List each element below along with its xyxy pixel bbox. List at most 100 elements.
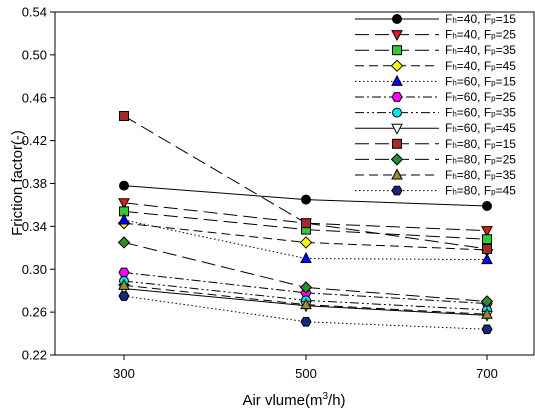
series-line-segment [305, 305, 488, 316]
data-point [301, 218, 311, 229]
series-8 [119, 110, 492, 254]
legend-entry: Fh=60, Fp=35 [355, 106, 516, 120]
series-line-segment [123, 295, 307, 323]
series-line-segment [305, 299, 488, 311]
data-point [480, 295, 494, 308]
series-line-segment [305, 292, 488, 305]
series-line-segment [123, 210, 307, 231]
legend-label: Fh=80, Fp=25 [445, 152, 516, 166]
legend-label: Fh=40, Fp=35 [445, 43, 516, 57]
y-axis-label-text: Friction factor(-) [9, 130, 26, 236]
legend-marker [391, 185, 403, 196]
series-11 [118, 291, 493, 335]
series-line-segment [123, 115, 307, 224]
series-line-segment [305, 222, 488, 250]
legend-marker [391, 123, 403, 135]
series-line-segment [123, 202, 307, 224]
y-axis: 0.22 0.26 0.30 0.34 0.38 0.42 0.46 0.50 0.54 [22, 5, 55, 363]
data-point [300, 251, 312, 264]
legend-entry: Fh=40, Fp=15 [355, 12, 516, 26]
y-tick-label: 0.50 [22, 47, 47, 62]
legend-entry: Fh=40, Fp=25 [355, 28, 516, 42]
data-point [118, 213, 130, 225]
data-point [481, 307, 493, 319]
legend-label: Fh=40, Fp=25 [445, 28, 516, 42]
y-tick-label: 0.26 [22, 305, 47, 320]
data-point [482, 243, 492, 254]
data-point [299, 236, 313, 249]
legend-entry: Fh=40, Fp=35 [355, 43, 516, 57]
x-tick-label: 500 [295, 366, 317, 381]
series-line-segment [123, 284, 307, 306]
data-point [299, 281, 313, 294]
legend-entry: Fh=60, Fp=45 [355, 121, 516, 135]
data-point [300, 316, 312, 327]
data-point [482, 234, 492, 245]
legend-label: Fh=80, Fp=45 [445, 184, 516, 198]
series-line-segment [123, 280, 307, 301]
legend-marker [392, 14, 402, 24]
legend-label: Fh=60, Fp=15 [445, 74, 516, 88]
y-tick-label: 0.42 [22, 133, 47, 148]
data-point [301, 194, 311, 205]
x-axis-label: Air vlume(m3/h) [242, 391, 345, 409]
series-line-segment [123, 185, 307, 201]
legend-label: Fh=80, Fp=35 [445, 168, 516, 182]
series-10 [118, 278, 493, 319]
x-axis-label-sup: 3 [322, 391, 328, 402]
series-line-segment [305, 304, 488, 315]
series-line-segment [123, 222, 307, 243]
series-line-segment [305, 229, 488, 240]
legend-marker [391, 74, 403, 86]
data-point [119, 180, 129, 191]
data-point [118, 198, 130, 210]
legend-label: Fh=60, Fp=35 [445, 106, 516, 120]
series-line-segment [305, 222, 488, 232]
series-0 [119, 180, 492, 212]
series-line-segment [305, 199, 488, 207]
data-point [481, 226, 493, 238]
legend-entry: Fh=60, Fp=15 [355, 74, 516, 88]
legend-entry: Fh=40, Fp=45 [355, 59, 516, 73]
data-point [117, 236, 131, 249]
legend-label: Fh=60, Fp=45 [445, 121, 516, 135]
legend-entry: Fh=60, Fp=25 [355, 90, 516, 104]
y-tick-label: 0.22 [22, 348, 47, 363]
legend-marker [391, 30, 403, 42]
series-9 [117, 236, 494, 308]
legend-label: Fh=40, Fp=15 [445, 12, 516, 26]
series-line-segment [305, 321, 488, 330]
y-axis-label: Friction factor(-) [9, 130, 26, 236]
data-point [119, 110, 129, 121]
series-line-segment [305, 286, 488, 302]
data-point [300, 298, 312, 310]
x-axis: 300 500 700 [113, 355, 498, 381]
legend-marker [392, 107, 402, 118]
legend-marker [392, 45, 402, 56]
legend-label: Fh=80, Fp=15 [445, 137, 516, 151]
x-tick-label: 300 [113, 366, 135, 381]
series-line-segment [123, 288, 307, 307]
legend-entry: Fh=80, Fp=15 [355, 137, 516, 151]
series-line-segment [123, 241, 307, 288]
y-tick-label: 0.46 [22, 90, 47, 105]
series-line-segment [305, 241, 488, 251]
data-point [482, 201, 492, 212]
data-point [481, 324, 493, 335]
series-2 [119, 206, 492, 245]
data-point [118, 278, 130, 290]
legend-marker [390, 153, 404, 166]
x-axis-label-suffix: /h) [328, 392, 346, 409]
y-tick-label: 0.54 [22, 5, 47, 20]
x-axis-label-prefix: Air vlume(m [242, 392, 322, 409]
x-tick-label: 700 [476, 366, 498, 381]
legend-marker [391, 92, 403, 102]
series-4 [118, 213, 493, 265]
legend-label: Fh=60, Fp=25 [445, 90, 516, 104]
legend-entry: Fh=80, Fp=45 [355, 184, 516, 198]
legend-label: Fh=40, Fp=45 [445, 59, 516, 73]
data-point [481, 253, 493, 265]
series-line-segment [123, 219, 307, 260]
